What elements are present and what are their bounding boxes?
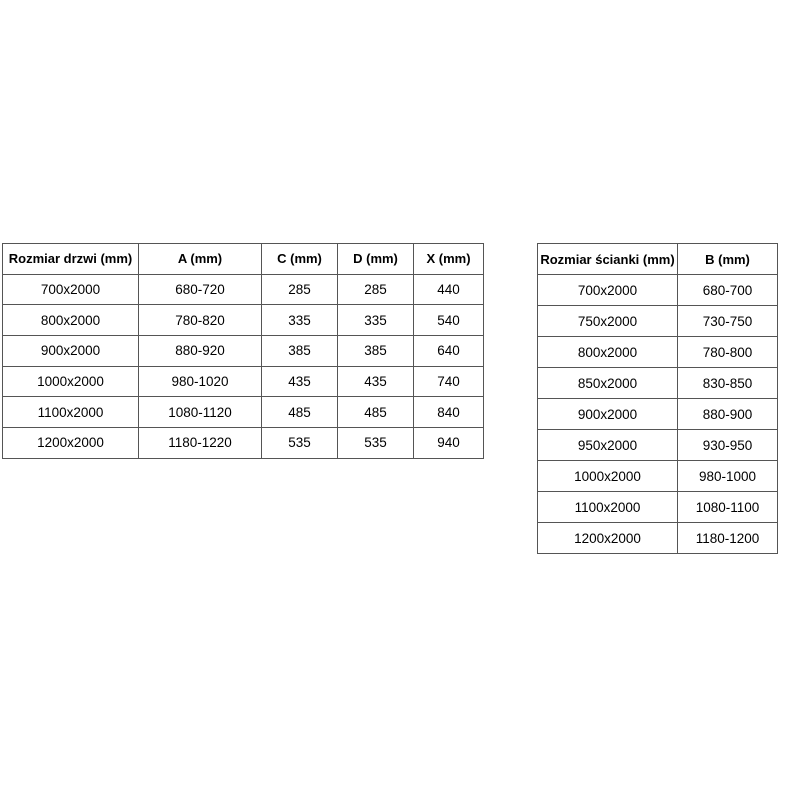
table-row: 1200x2000 1180-1220 535 535 940 <box>2 427 484 459</box>
table-cell: 1200x2000 <box>2 427 139 459</box>
table-cell: 640 <box>413 335 484 367</box>
table-row: 800x2000 780-800 <box>537 336 778 368</box>
table-cell: 740 <box>413 365 484 398</box>
table-row: 950x2000 930-950 <box>537 429 778 461</box>
table-row: 1100x2000 1080-1120 485 485 840 <box>2 396 484 429</box>
table-cell: 385 <box>261 335 338 367</box>
table-row: 1000x2000 980-1000 <box>537 460 778 492</box>
door-header-a: A (mm) <box>138 243 262 275</box>
wall-header-b: B (mm) <box>677 243 778 275</box>
table-cell: 840 <box>413 396 484 429</box>
table-cell: 850x2000 <box>537 367 678 399</box>
table-row: 700x2000 680-720 285 285 440 <box>2 273 484 306</box>
table-cell: 780-820 <box>138 304 262 337</box>
table-row: 750x2000 730-750 <box>537 305 778 337</box>
table-cell: 435 <box>337 365 414 398</box>
table-cell: 535 <box>337 427 414 459</box>
table-cell: 1100x2000 <box>2 396 139 429</box>
table-cell: 800x2000 <box>537 336 678 368</box>
table-cell: 800x2000 <box>2 304 139 337</box>
table-cell: 680-700 <box>677 274 778 306</box>
wall-table-header-row: Rozmiar ścianki (mm) B (mm) <box>537 243 778 275</box>
table-row: 850x2000 830-850 <box>537 367 778 399</box>
table-cell: 750x2000 <box>537 305 678 337</box>
table-cell: 1080-1100 <box>677 491 778 523</box>
table-row: 1200x2000 1180-1200 <box>537 522 778 554</box>
table-cell: 1100x2000 <box>537 491 678 523</box>
table-row: 1000x2000 980-1020 435 435 740 <box>2 365 484 398</box>
table-cell: 980-1000 <box>677 460 778 492</box>
table-row: 800x2000 780-820 335 335 540 <box>2 304 484 337</box>
table-cell: 680-720 <box>138 273 262 306</box>
table-cell: 950x2000 <box>537 429 678 461</box>
door-header-d: D (mm) <box>337 243 414 275</box>
table-cell: 830-850 <box>677 367 778 399</box>
table-row: 900x2000 880-920 385 385 640 <box>2 335 484 367</box>
table-cell: 700x2000 <box>537 274 678 306</box>
table-cell: 485 <box>337 396 414 429</box>
door-header-size: Rozmiar drzwi (mm) <box>2 243 139 275</box>
wall-dimensions-table: Rozmiar ścianki (mm) B (mm) 700x2000 680… <box>537 243 778 554</box>
door-table-header-row: Rozmiar drzwi (mm) A (mm) C (mm) D (mm) … <box>2 243 484 275</box>
table-cell: 435 <box>261 365 338 398</box>
wall-header-size: Rozmiar ścianki (mm) <box>537 243 678 275</box>
table-cell: 285 <box>337 273 414 306</box>
table-cell: 385 <box>337 335 414 367</box>
table-cell: 1180-1220 <box>138 427 262 459</box>
table-cell: 730-750 <box>677 305 778 337</box>
table-row: 1100x2000 1080-1100 <box>537 491 778 523</box>
table-cell: 930-950 <box>677 429 778 461</box>
table-row: 900x2000 880-900 <box>537 398 778 430</box>
table-cell: 1200x2000 <box>537 522 678 554</box>
door-header-x: X (mm) <box>413 243 484 275</box>
table-cell: 485 <box>261 396 338 429</box>
door-header-c: C (mm) <box>261 243 338 275</box>
table-cell: 335 <box>261 304 338 337</box>
table-cell: 700x2000 <box>2 273 139 306</box>
table-row: 700x2000 680-700 <box>537 274 778 306</box>
table-cell: 900x2000 <box>537 398 678 430</box>
table-cell: 335 <box>337 304 414 337</box>
table-cell: 880-920 <box>138 335 262 367</box>
table-cell: 1000x2000 <box>537 460 678 492</box>
table-cell: 440 <box>413 273 484 306</box>
table-cell: 780-800 <box>677 336 778 368</box>
table-cell: 285 <box>261 273 338 306</box>
table-cell: 540 <box>413 304 484 337</box>
table-cell: 1000x2000 <box>2 365 139 398</box>
table-cell: 1180-1200 <box>677 522 778 554</box>
table-cell: 1080-1120 <box>138 396 262 429</box>
table-cell: 980-1020 <box>138 365 262 398</box>
table-cell: 900x2000 <box>2 335 139 367</box>
door-dimensions-table: Rozmiar drzwi (mm) A (mm) C (mm) D (mm) … <box>2 243 484 459</box>
table-cell: 535 <box>261 427 338 459</box>
table-cell: 940 <box>413 427 484 459</box>
table-cell: 880-900 <box>677 398 778 430</box>
